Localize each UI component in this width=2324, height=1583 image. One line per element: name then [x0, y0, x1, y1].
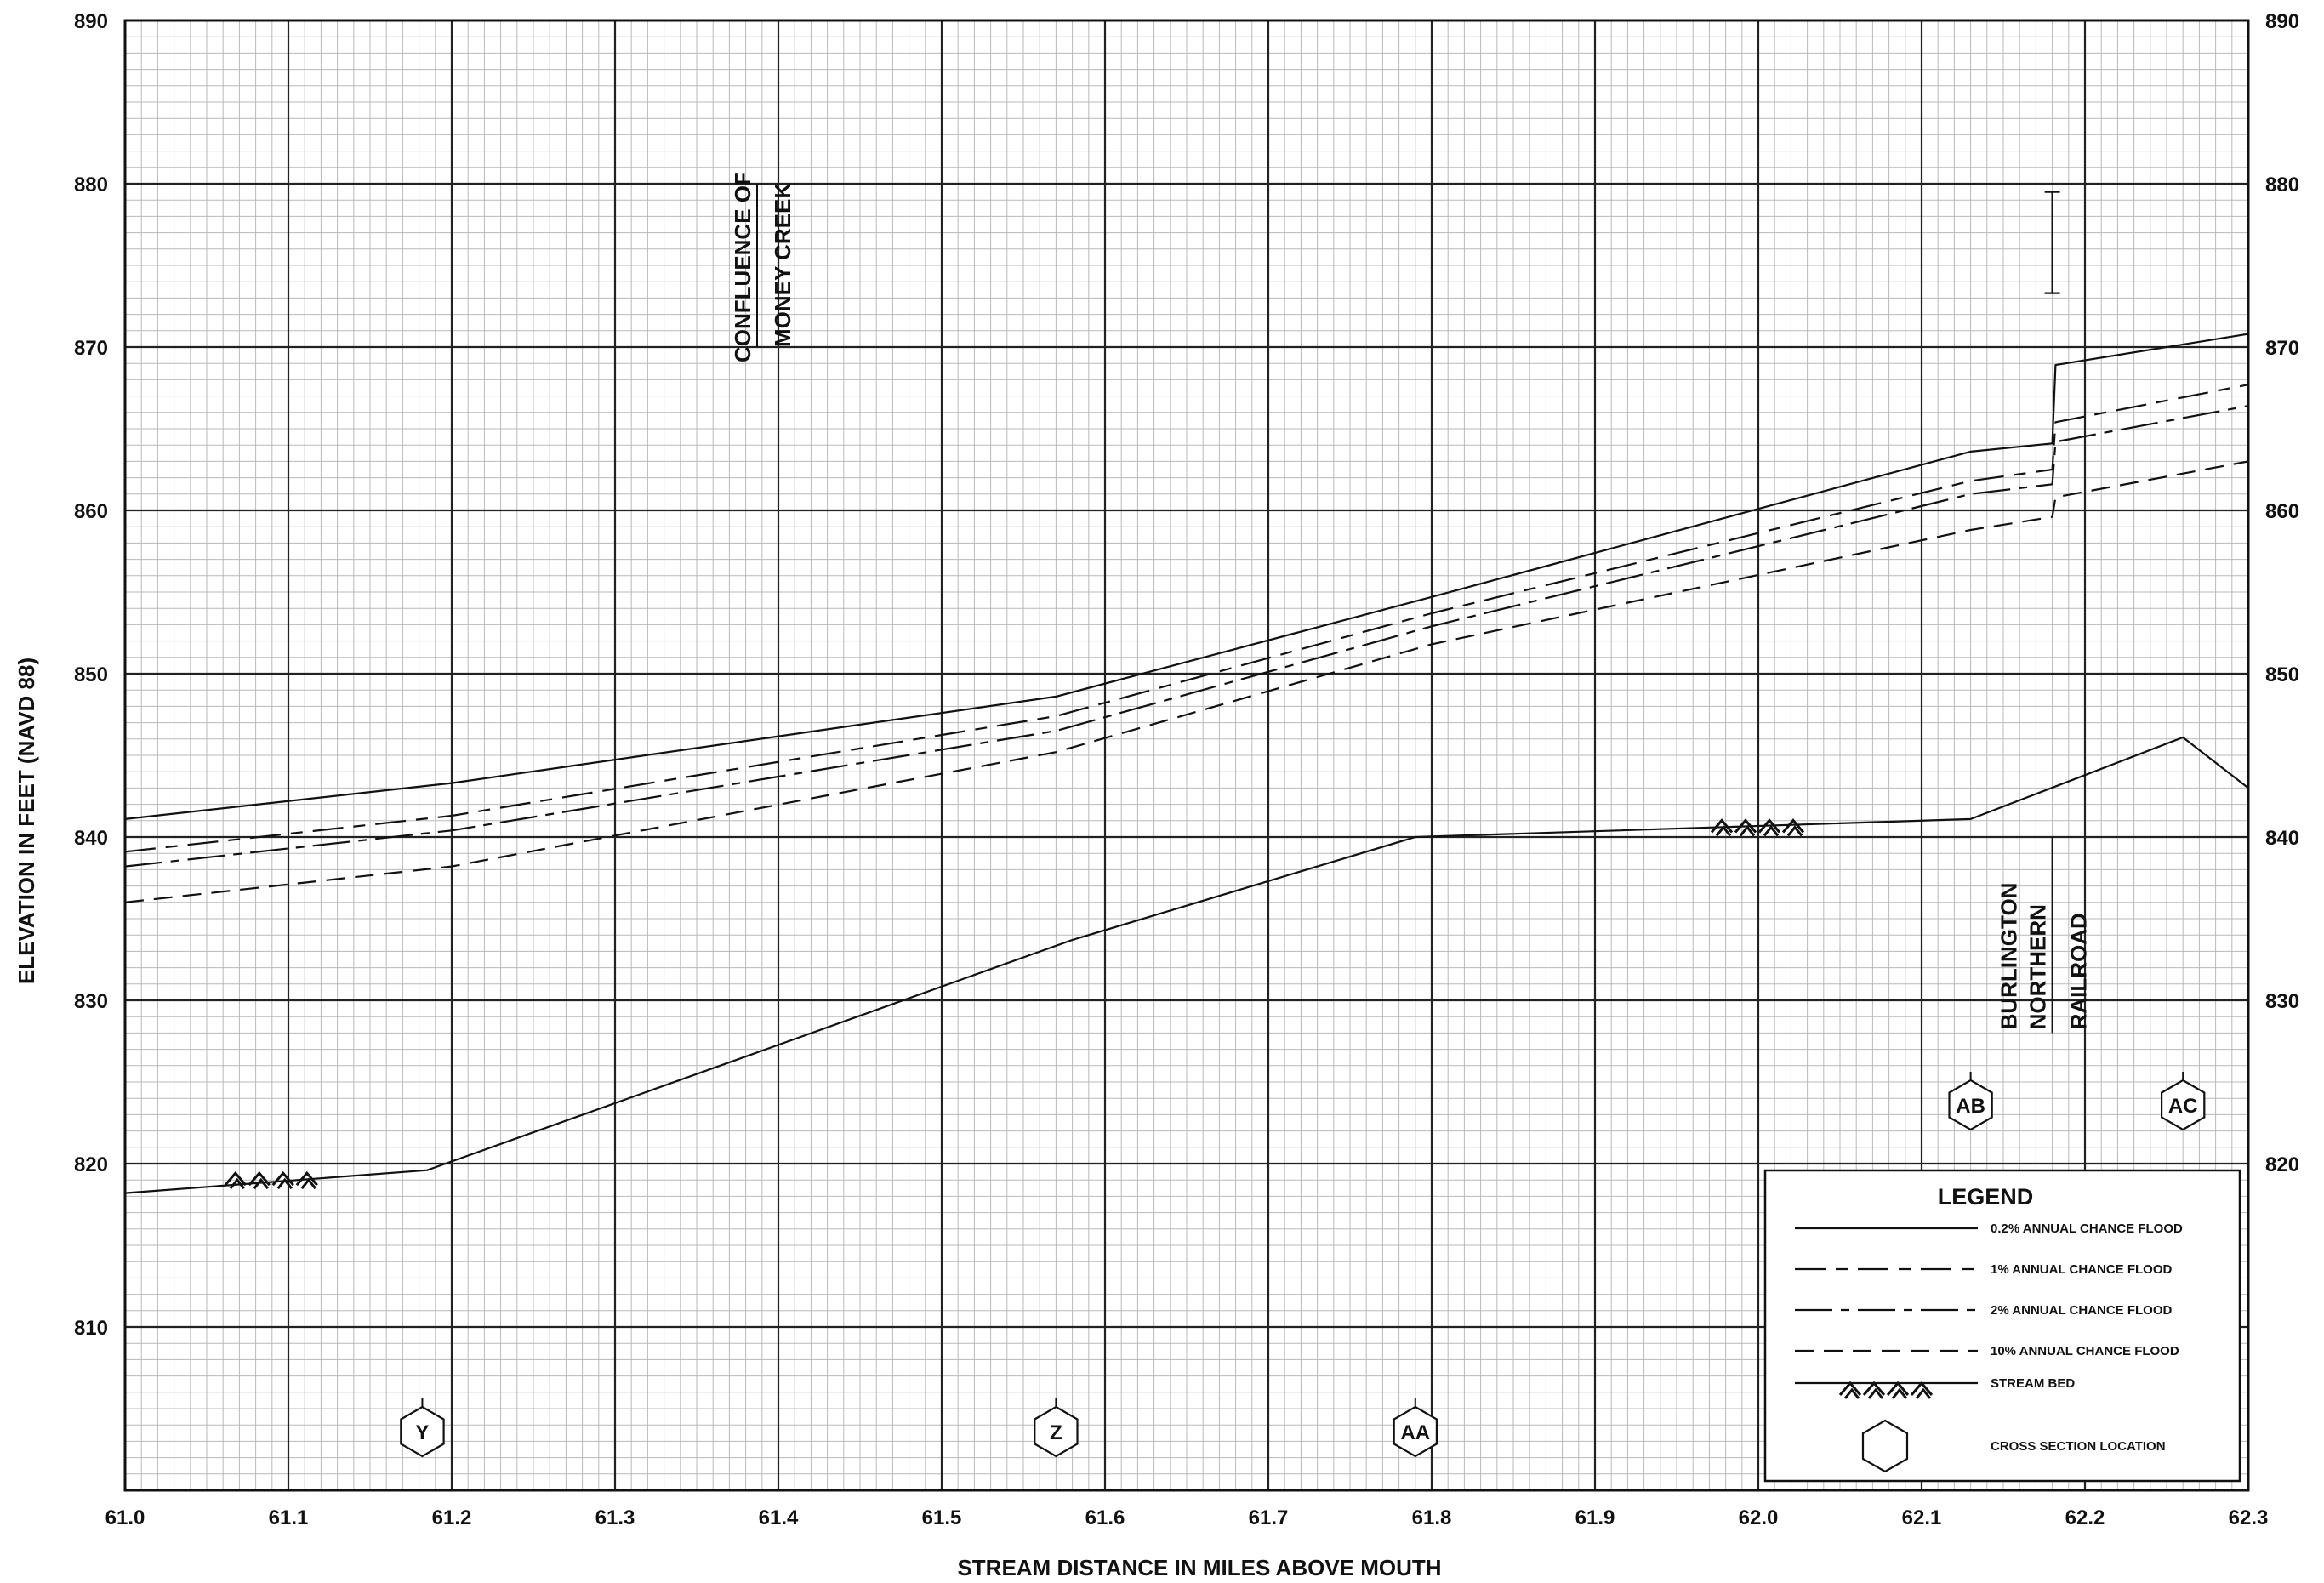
- series-0-2-annual-chance-flood: [124, 333, 2249, 820]
- y-tick-label: 820: [74, 1153, 108, 1176]
- y-tick-label-right: 830: [2265, 990, 2299, 1013]
- cross-section-label: AC: [2168, 1095, 2198, 1118]
- legend-label: STREAM BED: [1991, 1376, 2075, 1391]
- y-tick-label: 840: [74, 827, 108, 850]
- cross-section-label: Y: [415, 1421, 429, 1444]
- legend-label: 2% ANNUAL CHANCE FLOOD: [1991, 1303, 2173, 1318]
- y-tick-labels-right: 890 880 870 860 850 840 830 820: [2265, 10, 2299, 1176]
- plot-frame: [123, 19, 2250, 1492]
- y-tick-label-right: 890: [2265, 10, 2299, 33]
- y-tick-label-right: 860: [2265, 500, 2299, 523]
- y-tick-label: 810: [74, 1317, 108, 1340]
- x-tick-label: 62.0: [1739, 1506, 1779, 1529]
- cross-section-markers: Y Z AA AB AC: [400, 1072, 2206, 1458]
- x-tick-label: 61.7: [1249, 1506, 1289, 1529]
- x-tick-label: 61.1: [269, 1506, 309, 1529]
- stream-bed-symbol: [1710, 818, 1805, 837]
- y-tick-label: 890: [74, 10, 108, 33]
- legend-label: 1% ANNUAL CHANCE FLOOD: [1991, 1262, 2173, 1277]
- y-tick-label-right: 820: [2265, 1153, 2299, 1176]
- series-stream-bed: [124, 736, 2249, 1194]
- y-tick-label-right: 870: [2265, 337, 2299, 360]
- legend-label: CROSS SECTION LOCATION: [1991, 1439, 2166, 1454]
- x-tick-label: 61.0: [105, 1506, 145, 1529]
- series-2-annual-chance-flood: [124, 405, 2249, 868]
- x-tick-label: 62.3: [2229, 1506, 2269, 1529]
- y-tick-label-right: 850: [2265, 663, 2299, 686]
- stream-bed-symbol: [1838, 1381, 1934, 1399]
- x-tick-label: 61.8: [1412, 1506, 1452, 1529]
- y-tick-label: 850: [74, 663, 108, 686]
- legend-title: LEGEND: [1938, 1184, 2034, 1210]
- railroad-label-line3: RAILROAD: [2066, 913, 2092, 1029]
- cross-section-label: AA: [1400, 1421, 1430, 1444]
- x-tick-label: 61.3: [595, 1506, 635, 1529]
- y-tick-label: 830: [74, 990, 108, 1013]
- profile-series: [124, 333, 2249, 1194]
- legend-hex-icon: [1861, 1419, 1909, 1473]
- cross-section-label: AB: [1956, 1095, 1985, 1118]
- legend-label: 0.2% ANNUAL CHANCE FLOOD: [1991, 1221, 2183, 1236]
- confluence-label-line2: MONEY CREEK: [770, 183, 795, 347]
- y-tick-label-right: 840: [2265, 827, 2299, 850]
- cross-section-hex: [1948, 1079, 1993, 1131]
- x-tick-label: 61.4: [759, 1506, 799, 1529]
- x-tick-label: 62.1: [1902, 1506, 1942, 1529]
- cross-section-hex: [1393, 1405, 1438, 1458]
- railroad-label-line2: NORTHERN: [2025, 904, 2051, 1029]
- legend: LEGEND 0.2% ANNUAL CHANCE FLOOD 1% ANNUAL …: [1763, 1169, 2241, 1483]
- stream-bed-symbol: [224, 1170, 318, 1190]
- x-tick-label: 61.5: [922, 1506, 962, 1529]
- series-10-annual-chance-flood: [124, 460, 2249, 903]
- x-tick-label: 61.6: [1085, 1506, 1125, 1529]
- x-tick-label: 61.9: [1575, 1506, 1615, 1529]
- x-tick-label: 61.2: [432, 1506, 472, 1529]
- x-axis-title: STREAM DISTANCE IN MILES ABOVE MOUTH: [957, 1555, 1441, 1580]
- cross-section-label: Z: [1050, 1421, 1062, 1444]
- y-tick-label: 860: [74, 500, 108, 523]
- cross-section-hex: [1034, 1405, 1079, 1458]
- y-tick-label: 870: [74, 337, 108, 360]
- x-tick-label: 62.2: [2065, 1506, 2105, 1529]
- cross-section-hex: [2161, 1079, 2206, 1131]
- railroad-label-line1: BURLINGTON: [1996, 883, 2022, 1030]
- confluence-label-line1: CONFLUENCE OF: [730, 172, 755, 362]
- y-tick-labels-left: 890 880 870 860 850 840 830 820 810: [74, 10, 108, 1340]
- legend-label: 10% ANNUAL CHANCE FLOOD: [1991, 1344, 2179, 1358]
- y-axis-title: ELEVATION IN FEET (NAVD 88): [14, 658, 39, 984]
- annotations: CONFLUENCE OF MONEY CREEK BURLINGTON NORTHE…: [730, 172, 2092, 1034]
- legend-box: [1763, 1169, 2241, 1483]
- y-tick-label-right: 880: [2265, 174, 2299, 196]
- cross-section-hex: [400, 1405, 445, 1458]
- y-tick-label: 880: [74, 174, 108, 196]
- x-tick-labels: 61.0 61.1 61.2 61.3 61.4 61.5 61.6 61.7 61.8 61.9…: [105, 1506, 2269, 1529]
